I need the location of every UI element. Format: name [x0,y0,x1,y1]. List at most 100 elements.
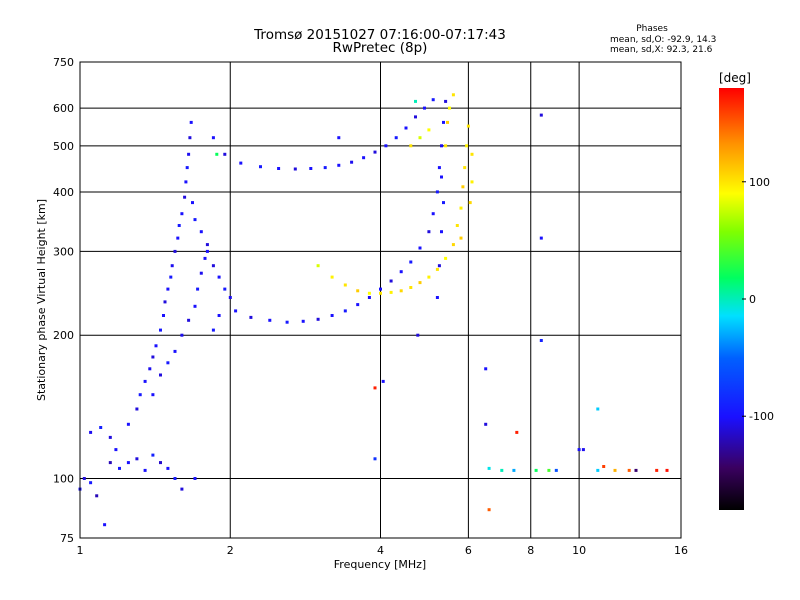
y-tick-label: 100 [53,473,74,486]
data-point [193,304,197,308]
data-point [185,166,189,170]
y-tick-label: 400 [53,186,74,199]
colorbar-ticks: 100 0 -100 [742,176,774,423]
data-point [539,236,543,240]
data-point [389,290,393,294]
y-tick-label: 750 [53,56,74,69]
data-point [99,426,103,429]
data-point [114,448,118,452]
data-point [268,318,272,322]
data-point [330,314,334,317]
data-point [148,367,152,371]
chart-subtitle: RwPretec (8p) [333,40,428,56]
tick-labels: 1 2 4 6 8 10 16 75 100 200 300 400 500 600 750 [53,56,688,557]
data-point [215,152,219,156]
data-point [613,468,617,472]
data-point [379,287,382,291]
data-point [211,328,215,332]
data-point [108,435,112,439]
data-point [188,136,192,140]
data-point [427,230,431,234]
data-point [381,379,385,383]
data-point [187,318,191,322]
data-point [446,120,449,124]
data-point [484,367,488,371]
data-point [459,206,463,210]
x-tick-label: 2 [227,544,234,557]
data-point [223,287,227,291]
data-point [466,124,470,128]
data-point [108,461,112,465]
data-point [487,466,491,470]
data-point [435,267,439,271]
data-point [431,212,435,216]
data-point [316,264,320,268]
data-point [665,468,669,472]
x-axis-label: Frequency [MHz] [334,558,426,571]
data-point [343,283,347,287]
data-point [343,309,347,313]
data-point [627,468,631,472]
data-point [135,457,139,461]
plot-frame [79,61,682,539]
data-point [440,144,443,148]
data-point [126,422,130,426]
data-point [151,453,155,457]
data-point [468,201,472,205]
data-point [196,287,200,291]
data-point [180,487,184,491]
data-point [470,152,474,156]
data-point [138,393,142,397]
data-point [427,128,431,132]
data-point [350,160,354,164]
data-point [539,339,543,342]
stats-o: mean, sd,O: -92.9, 14.3 [610,35,716,45]
data-point [581,448,585,452]
data-point [89,481,93,485]
data-point [399,270,403,274]
data-point [418,281,422,285]
data-point [442,201,445,205]
data-point [470,180,474,184]
data-point [173,349,177,353]
y-axis-label: Stationary phase Virtual Height [km] [35,199,48,401]
data-point [126,461,130,465]
data-point [356,289,360,293]
x-tick-label: 4 [377,544,384,557]
x-tick-label: 10 [572,544,586,557]
data-point [423,106,426,110]
data-point [373,457,377,461]
data-point [177,224,181,227]
data-point [512,468,516,472]
data-point [362,156,366,160]
data-point [356,303,360,307]
data-point [159,373,162,377]
data-point [655,468,659,472]
data-point [500,468,504,472]
data-point [228,296,232,299]
data-point [337,136,341,140]
data-point [337,163,341,167]
data-point [193,477,197,480]
data-point [249,315,253,319]
y-tick-label: 600 [53,102,74,115]
data-point [367,296,371,299]
data-point [379,291,382,295]
colorbar-tick-label: -100 [749,410,774,423]
data-point [596,468,600,472]
data-point [455,224,459,227]
data-point [151,393,155,397]
data-point [217,314,221,317]
data-point [217,275,221,279]
data-point [166,466,170,470]
data-point [166,361,170,365]
data-point [293,167,297,171]
data-point [176,236,180,240]
data-point [373,386,377,390]
data-point [187,152,191,156]
phase-colorbar [719,88,744,510]
data-point [223,152,227,156]
data-point [173,477,177,480]
x-tick-label: 6 [465,544,472,557]
